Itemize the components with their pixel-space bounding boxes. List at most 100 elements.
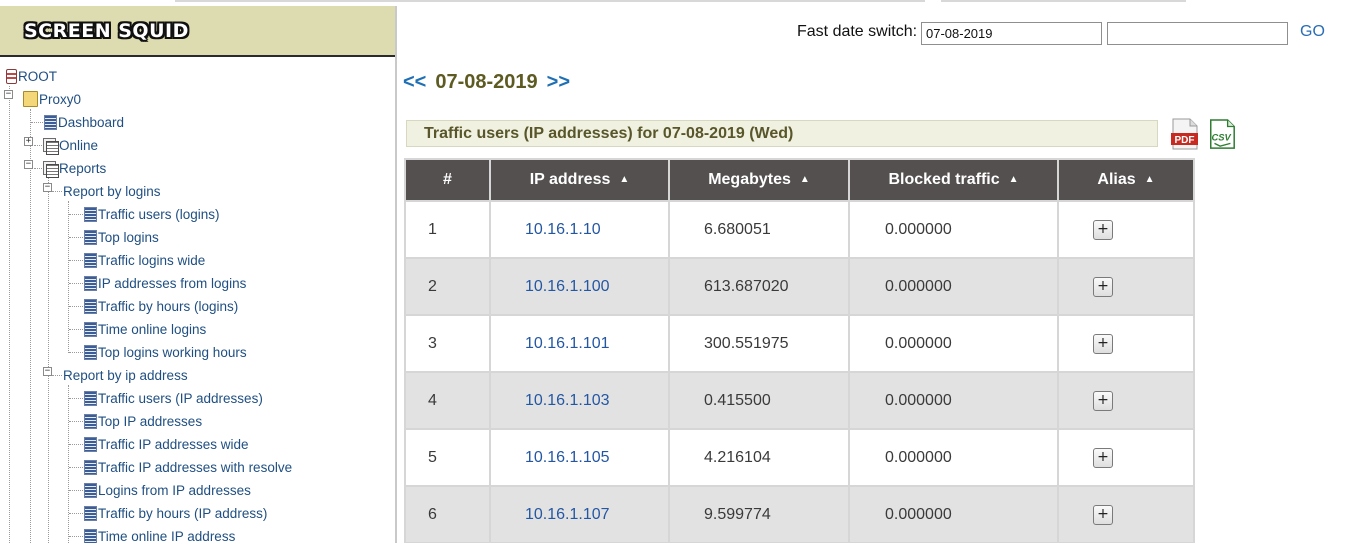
sort-icon[interactable]: ▲ (1008, 174, 1019, 186)
tree-item-report-by-logins-label[interactable]: Report by logins (63, 183, 161, 199)
ip-address-link[interactable]: 10.16.1.10 (525, 220, 601, 238)
go-button[interactable]: GO (1300, 23, 1325, 40)
report-by-ip-collapse-icon[interactable]: − (43, 366, 52, 376)
tree-leaf-label[interactable]: Traffic by hours (logins) (98, 298, 239, 314)
tree-item-reports-label[interactable]: Reports (59, 160, 107, 176)
tree-leaf-item[interactable]: Traffic IP addresses with resolve (84, 457, 292, 477)
tree-leaf-label[interactable]: Logins from IP addresses (98, 482, 251, 498)
pdf-export-icon[interactable]: PDF (1170, 118, 1200, 150)
tree-item-proxy[interactable]: Proxy0 (23, 89, 81, 109)
table-cell: 9.599774 (670, 487, 848, 542)
col-header-ip-label[interactable]: IP address (529, 171, 611, 188)
tree-leaf-label[interactable]: Time online IP address (98, 528, 236, 543)
tree-leaf-label[interactable]: Traffic IP addresses with resolve (98, 459, 293, 475)
tree-leaf-item[interactable]: Traffic users (IP addresses) (84, 388, 263, 408)
col-header-blocked[interactable]: Blocked traffic ▲ (850, 160, 1057, 200)
table-cell: + (1059, 202, 1193, 257)
tree-leaf-label[interactable]: Traffic IP addresses wide (98, 436, 249, 452)
ip-address-link[interactable]: 10.16.1.103 (525, 391, 610, 409)
tree-item-online[interactable]: Online (43, 135, 98, 155)
tree-leaf-item[interactable]: Traffic IP addresses wide (84, 434, 249, 454)
add-alias-button[interactable]: + (1093, 276, 1113, 297)
tree-leaf-label[interactable]: Traffic logins wide (98, 252, 206, 268)
fast-date-input-secondary[interactable] (1107, 22, 1288, 45)
online-expand-icon[interactable]: + (24, 136, 33, 146)
tree-leaf-label[interactable]: Traffic users (logins) (98, 206, 220, 222)
tree-item-proxy-label[interactable]: Proxy0 (39, 91, 82, 107)
table-cell: 0.000000 (850, 259, 1057, 314)
tree-leaf-label[interactable]: IP addresses from logins (98, 275, 247, 291)
tree-leaf-item[interactable]: Traffic by hours (IP address) (84, 503, 267, 523)
current-date: 07-08-2019 (435, 71, 538, 93)
col-header-alias[interactable]: Alias ▲ (1059, 160, 1193, 200)
tree-item-reports[interactable]: Reports (43, 158, 106, 178)
tree-leaf-item[interactable]: Traffic users (logins) (84, 204, 220, 224)
col-header-ip[interactable]: IP address ▲ (491, 160, 668, 200)
next-date-link[interactable]: >> (546, 71, 571, 93)
page-icon (84, 390, 97, 406)
tree-root[interactable]: ROOT (6, 66, 57, 86)
csv-export-icon[interactable]: CSV (1207, 118, 1237, 150)
sort-icon[interactable]: ▲ (1144, 174, 1155, 186)
add-alias-button[interactable]: + (1093, 390, 1113, 411)
table-cell: 1 (406, 202, 489, 257)
blocked-traffic-value: 0.000000 (885, 220, 952, 238)
tree-leaf-item[interactable]: Traffic logins wide (84, 250, 205, 270)
table-row: 6 10.16.1.107 9.599774 0.000000 + (406, 487, 1193, 542)
tree-leaf-label[interactable]: Time online logins (98, 321, 207, 337)
table-row: 4 10.16.1.103 0.415500 0.000000 + (406, 373, 1193, 428)
tree-item-online-label[interactable]: Online (59, 137, 99, 153)
tree-leaf-label[interactable]: Traffic by hours (IP address) (98, 505, 268, 521)
tree-leaf-item[interactable]: Time online logins (84, 319, 206, 339)
main-content: Fast date switch: GO << 07-08-2019 >> Traf… (397, 6, 1356, 543)
ip-address-link[interactable]: 10.16.1.100 (525, 277, 610, 295)
proxy-collapse-icon[interactable]: − (4, 89, 13, 99)
tree-item-report-by-ip[interactable]: Report by ip address (63, 365, 188, 385)
tree-leaf-item[interactable]: Time online IP address (84, 526, 235, 543)
top-strip (0, 0, 1356, 6)
tree-leaf-item[interactable]: Top logins (84, 227, 159, 247)
col-header-megabytes[interactable]: Megabytes ▲ (670, 160, 848, 200)
tree-item-report-by-logins[interactable]: Report by logins (63, 181, 161, 201)
report-by-logins-collapse-icon[interactable]: − (43, 182, 52, 192)
add-alias-button[interactable]: + (1093, 447, 1113, 468)
tree-leaf-label[interactable]: Top logins working hours (98, 344, 247, 360)
tree-leaf-item[interactable]: Top logins working hours (84, 342, 247, 362)
add-alias-button[interactable]: + (1093, 504, 1113, 525)
ip-address-link[interactable]: 10.16.1.101 (525, 334, 610, 352)
add-alias-button[interactable]: + (1093, 219, 1113, 240)
tree-item-dashboard-label[interactable]: Dashboard (58, 114, 125, 130)
add-alias-button[interactable]: + (1093, 333, 1113, 354)
table-body: 1 10.16.1.10 6.680051 0.000000 +2 10.16.1.100… (406, 202, 1193, 542)
tree-leaf-item[interactable]: Logins from IP addresses (84, 480, 251, 500)
page-icon (84, 344, 97, 360)
col-header-blocked-label[interactable]: Blocked traffic (888, 171, 1000, 188)
tree-leaf-label[interactable]: Top logins (98, 229, 159, 245)
ip-address-link[interactable]: 10.16.1.105 (525, 448, 610, 466)
tree-leaf-item[interactable]: IP addresses from logins (84, 273, 246, 293)
prev-date-link[interactable]: << (403, 71, 427, 93)
app-logo[interactable]: SCREEN SQUID (24, 20, 189, 42)
page-icon (44, 114, 57, 130)
col-header-megabytes-label[interactable]: Megabytes (708, 171, 791, 188)
ip-address-link[interactable]: 10.16.1.107 (525, 505, 610, 523)
table-cell: 10.16.1.101 (491, 316, 668, 371)
tree-item-dashboard[interactable]: Dashboard (44, 112, 124, 132)
page-icon (84, 229, 97, 245)
table-cell: 10.16.1.103 (491, 373, 668, 428)
tree-root-label[interactable]: ROOT (18, 68, 57, 84)
pdf-label: PDF (1175, 135, 1195, 146)
reports-collapse-icon[interactable]: − (24, 159, 33, 169)
tree-leaf-item[interactable]: Top IP addresses (84, 411, 202, 431)
sort-icon[interactable]: ▲ (619, 174, 630, 186)
tree-leaf-label[interactable]: Top IP addresses (98, 413, 203, 429)
col-header-alias-label[interactable]: Alias (1097, 171, 1136, 188)
tree-item-report-by-ip-label[interactable]: Report by ip address (63, 367, 188, 383)
fast-date-input[interactable] (921, 22, 1102, 45)
sort-icon[interactable]: ▲ (799, 174, 810, 186)
pages-icon (43, 160, 59, 178)
table-cell: 300.551975 (670, 316, 848, 371)
tree-leaf-item[interactable]: Traffic by hours (logins) (84, 296, 238, 316)
tree-leaf-label[interactable]: Traffic users (IP addresses) (98, 390, 263, 406)
